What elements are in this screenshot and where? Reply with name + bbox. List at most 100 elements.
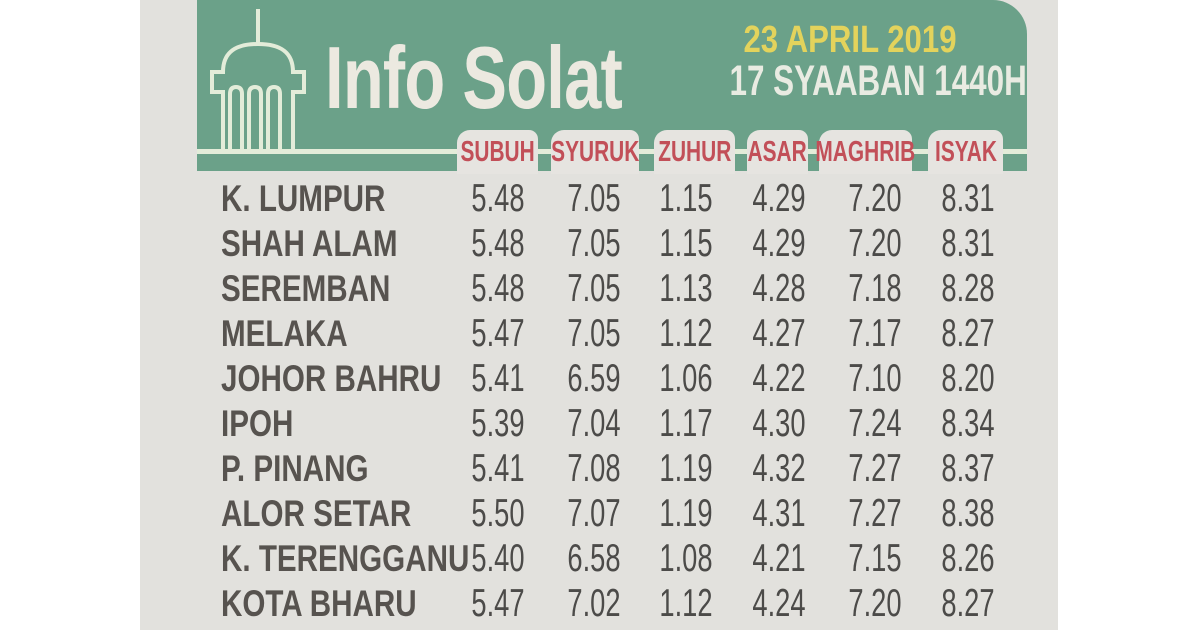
time-cell: 1.17	[640, 402, 731, 446]
time-value: 4.29	[752, 176, 806, 220]
time-value: 1.17	[658, 401, 713, 445]
time-cell: 5.48	[448, 267, 548, 311]
time-value: 4.31	[752, 491, 806, 535]
time-value: 8.26	[941, 536, 995, 580]
time-cell: 8.37	[922, 447, 1014, 491]
time-value: 5.40	[471, 536, 525, 580]
column-header-zuhur: ZUHUR	[654, 130, 735, 174]
time-cell: 8.31	[922, 177, 1014, 221]
time-cell: 7.05	[548, 222, 640, 266]
column-header-isyak: ISYAK	[928, 130, 1003, 174]
time-cell: 4.28	[731, 267, 827, 311]
table-row: K. LUMPUR 5.48 7.05 1.15 4.29 7.20 8.31	[197, 176, 1027, 221]
time-value: 7.04	[567, 401, 621, 445]
time-value: 7.27	[847, 446, 902, 490]
time-cell: 7.15	[827, 537, 922, 581]
time-cell: 7.27	[827, 492, 922, 536]
masthead: Info Solat 23 APRIL 2019 17 SYAABAN 1440…	[197, 0, 1027, 174]
time-value: 7.02	[567, 581, 621, 625]
table-row: SEREMBAN 5.48 7.05 1.13 4.28 7.18 8.28	[197, 266, 1027, 311]
time-value: 7.05	[567, 176, 621, 220]
time-cell: 7.27	[827, 447, 922, 491]
city-cell: IPOH	[197, 403, 448, 445]
city-label: ALOR SETAR	[221, 492, 412, 534]
time-cell: 7.05	[548, 267, 640, 311]
table-row: KOTA BHARU 5.47 7.02 1.12 4.24 7.20 8.27	[197, 581, 1027, 626]
time-cell: 6.58	[548, 537, 640, 581]
time-value: 5.41	[471, 356, 525, 400]
city-cell: K. LUMPUR	[197, 178, 448, 220]
city-label: JOHOR BAHRU	[221, 357, 442, 399]
time-cell: 4.29	[731, 222, 827, 266]
time-value: 5.41	[471, 446, 525, 490]
city-cell: ALOR SETAR	[197, 493, 448, 535]
time-value: 5.48	[471, 221, 525, 265]
time-cell: 8.27	[922, 582, 1014, 626]
time-cell: 1.15	[640, 177, 731, 221]
time-value: 7.07	[567, 491, 621, 535]
time-value: 5.48	[471, 266, 525, 310]
time-cell: 7.20	[827, 222, 922, 266]
time-cell: 4.30	[731, 402, 827, 446]
time-cell: 7.18	[827, 267, 922, 311]
time-value: 7.18	[847, 266, 902, 310]
city-label: K. LUMPUR	[221, 177, 386, 219]
time-cell: 4.29	[731, 177, 827, 221]
time-value: 4.22	[752, 356, 806, 400]
time-value: 1.12	[658, 581, 713, 625]
time-cell: 8.34	[922, 402, 1014, 446]
time-value: 6.59	[567, 356, 621, 400]
time-value: 7.08	[567, 446, 621, 490]
time-value: 1.19	[658, 491, 713, 535]
time-value: 4.28	[752, 266, 806, 310]
city-cell: SHAH ALAM	[197, 223, 448, 265]
city-label: MELAKA	[221, 312, 348, 354]
time-value: 8.20	[941, 356, 995, 400]
time-cell: 1.12	[640, 582, 731, 626]
time-value: 5.47	[471, 311, 525, 355]
time-value: 5.50	[471, 491, 525, 535]
column-header-maghrib: MAGHRIB	[816, 130, 915, 174]
column-header-syuruk: SYURUK	[551, 130, 639, 174]
time-cell: 8.27	[922, 312, 1014, 356]
time-cell: 1.15	[640, 222, 731, 266]
time-value: 6.58	[567, 536, 621, 580]
time-cell: 7.24	[827, 402, 922, 446]
city-cell: JOHOR BAHRU	[197, 358, 448, 400]
city-label: KOTA BHARU	[221, 582, 417, 624]
time-value: 8.27	[941, 581, 995, 625]
time-value: 1.06	[658, 356, 713, 400]
time-value: 1.13	[658, 266, 713, 310]
time-value: 7.05	[567, 266, 621, 310]
time-value: 5.39	[471, 401, 525, 445]
time-cell: 7.20	[827, 582, 922, 626]
time-value: 8.38	[941, 491, 995, 535]
time-value: 8.28	[941, 266, 995, 310]
time-value: 4.21	[752, 536, 806, 580]
city-cell: K. TERENGGANU	[197, 538, 469, 580]
time-cell: 4.31	[731, 492, 827, 536]
time-cell: 5.47	[448, 312, 548, 356]
time-value: 1.19	[658, 446, 713, 490]
time-value: 7.27	[847, 491, 902, 535]
time-cell: 5.40	[448, 537, 548, 581]
time-cell: 7.07	[548, 492, 640, 536]
time-value: 7.20	[847, 581, 902, 625]
time-cell: 8.38	[922, 492, 1014, 536]
time-cell: 7.05	[548, 312, 640, 356]
time-cell: 7.02	[548, 582, 640, 626]
time-cell: 5.48	[448, 222, 548, 266]
time-cell: 7.04	[548, 402, 640, 446]
time-cell: 1.13	[640, 267, 731, 311]
column-header-label: ZUHUR	[657, 136, 732, 168]
time-cell: 8.28	[922, 267, 1014, 311]
paper-background: Info Solat 23 APRIL 2019 17 SYAABAN 1440…	[140, 0, 1058, 630]
time-value: 8.31	[941, 176, 995, 220]
time-value: 8.34	[941, 401, 995, 445]
time-cell: 1.12	[640, 312, 731, 356]
column-header-label: MAGHRIB	[815, 136, 916, 168]
column-header-label: ASAR	[747, 136, 808, 168]
time-value: 5.48	[471, 176, 525, 220]
time-value: 4.29	[752, 221, 806, 265]
